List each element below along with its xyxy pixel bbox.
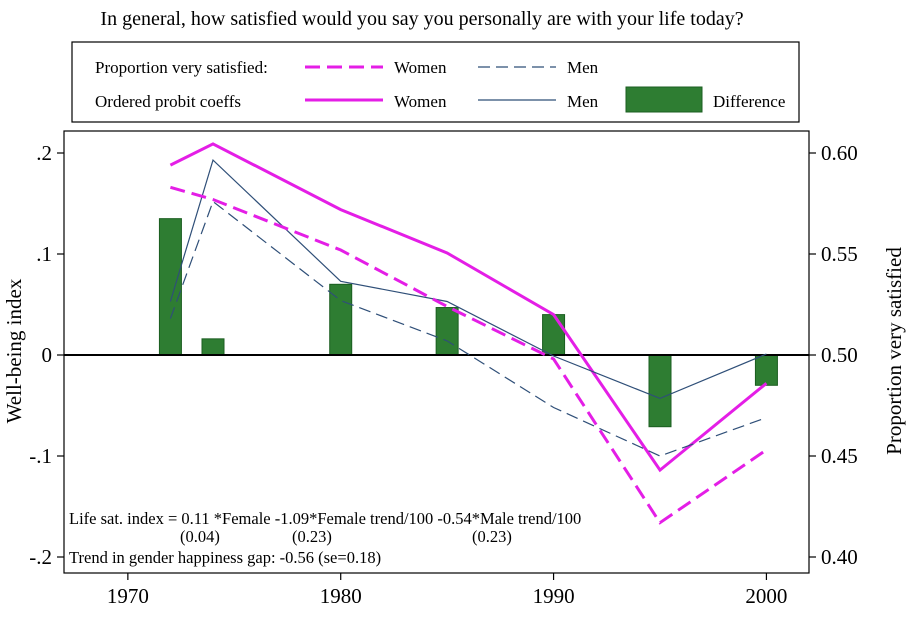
- y-right-tick-label: 0.50: [821, 343, 858, 367]
- women-probit-line: [169, 142, 768, 473]
- x-tick-label: 2000: [745, 584, 787, 608]
- difference-bars: [158, 218, 778, 428]
- y-right-axis: 0.40 0.45 0.50 0.55 0.60: [809, 141, 858, 569]
- y-right-tick-label: 0.45: [821, 444, 858, 468]
- legend-difference-swatch: [625, 86, 703, 113]
- difference-bar: [435, 307, 459, 356]
- y-left-tick-label: .2: [36, 141, 52, 165]
- legend-women-probit-label: Women: [394, 92, 447, 111]
- women-proportion-line: [169, 185, 768, 525]
- y-right-tick-label: 0.60: [821, 141, 858, 165]
- annotation-gap-trend: Trend in gender happiness gap: -0.56 (se…: [69, 548, 381, 567]
- legend-row2-label: Ordered probit coeffs: [95, 92, 241, 111]
- annotation-se-female: (0.04): [180, 527, 220, 546]
- difference-bar: [648, 354, 672, 428]
- legend-row1-label: Proportion very satisfied:: [95, 58, 268, 77]
- y-left-tick-label: -.2: [29, 545, 52, 569]
- annotation-equation: Life sat. index = 0.11 *Female -1.09*Fem…: [69, 509, 581, 528]
- legend: Proportion very satisfied: Ordered probi…: [71, 41, 800, 123]
- y-left-axis-label: Well-being index: [2, 278, 26, 423]
- y-left-tick-label: 0: [42, 343, 53, 367]
- legend-men-probit-label: Men: [567, 92, 599, 111]
- x-tick-label: 1970: [107, 584, 149, 608]
- difference-bar: [542, 314, 566, 356]
- legend-women-prop-label: Women: [394, 58, 447, 77]
- x-axis: 1970 1980 1990 2000: [107, 573, 787, 608]
- model-annotation: Life sat. index = 0.11 *Female -1.09*Fem…: [69, 509, 581, 567]
- x-tick-label: 1980: [320, 584, 362, 608]
- difference-bar: [158, 218, 182, 356]
- men-proportion-line: [169, 200, 767, 457]
- y-left-tick-label: .1: [36, 242, 52, 266]
- y-right-tick-label: 0.55: [821, 242, 858, 266]
- legend-difference-label: Difference: [713, 92, 785, 111]
- y-right-tick-label: 0.40: [821, 545, 858, 569]
- annotation-se-female-trend: (0.23): [292, 527, 332, 546]
- legend-men-prop-label: Men: [567, 58, 599, 77]
- x-tick-label: 1990: [533, 584, 575, 608]
- y-left-tick-label: -.1: [29, 444, 52, 468]
- difference-bar: [754, 354, 778, 386]
- series-lines: [169, 142, 768, 525]
- annotation-se-male-trend: (0.23): [472, 527, 512, 546]
- difference-bar: [201, 338, 225, 356]
- y-right-axis-label: Proportion very satisfied: [882, 247, 906, 455]
- plot-frame: [63, 130, 810, 574]
- men-probit-line: [169, 158, 767, 400]
- chart-title: In general, how satisfied would you say …: [100, 8, 743, 30]
- y-left-axis: -.2 -.1 0 .1 .2: [29, 141, 64, 569]
